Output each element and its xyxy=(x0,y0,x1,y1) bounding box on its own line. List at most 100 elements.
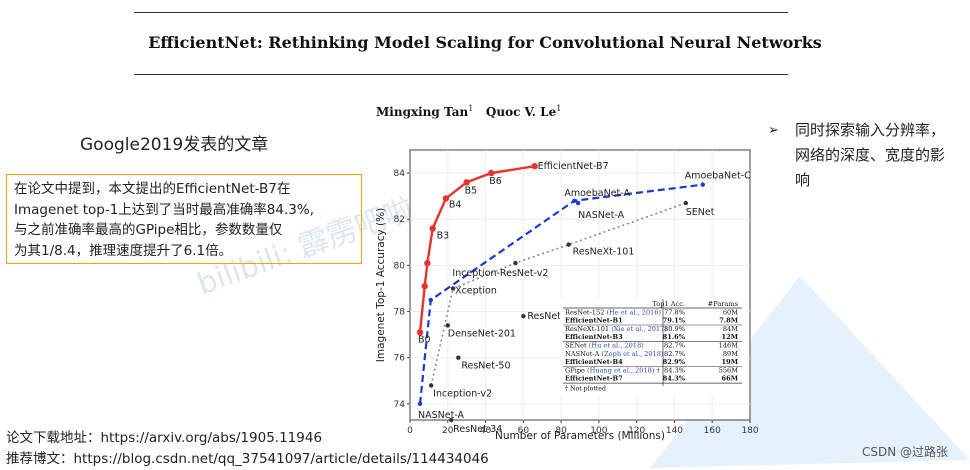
table-citation: (Xie et al., 2017) xyxy=(611,325,667,333)
table-model-cell: GPipe (Huang et al., 2018) † xyxy=(565,366,661,374)
x-tick-label: 160 xyxy=(704,426,721,436)
data-point xyxy=(572,198,577,203)
table-acc-cell: 82.9% xyxy=(663,358,686,366)
table-footnote: † Not plotted xyxy=(565,386,606,393)
data-point xyxy=(531,162,538,170)
y-tick-label: 80 xyxy=(394,261,406,271)
point-label: Xception xyxy=(455,285,497,296)
table-params-cell: 84M xyxy=(723,325,738,333)
table-params-cell: 60M xyxy=(723,308,738,316)
table-header: Top1 Acc. xyxy=(652,300,685,308)
point-label: Inception-ResNet-v2 xyxy=(452,268,548,279)
point-label: SENet xyxy=(686,207,715,218)
table-params-cell: 7.8M xyxy=(719,317,738,325)
callout-box: 在论文中提到，本文提出的EfficientNet-B7在 Imagenet to… xyxy=(6,174,362,264)
table-acc-cell: 84.3% xyxy=(664,366,685,374)
author-1-affil: 1 xyxy=(468,104,474,113)
x-tick-label: 180 xyxy=(741,426,758,436)
data-point xyxy=(416,329,424,336)
point-label: ResNeXt-101 xyxy=(573,247,635,258)
paper-title: EfficientNet: Rethinking Model Scaling f… xyxy=(148,33,822,52)
data-point xyxy=(566,242,571,247)
recommended-blog-link[interactable]: 推荐博文：https://blog.csdn.net/qq_37541097/a… xyxy=(6,451,489,467)
x-tick-label: 60 xyxy=(518,426,530,436)
y-tick-label: 82 xyxy=(394,215,405,225)
table-model-cell: EfficientNet-B3 xyxy=(565,333,623,341)
point-label: B6 xyxy=(489,176,502,187)
bullet-text: 同时探索输入分辨率，网络的深度、宽度的影响 xyxy=(795,121,946,189)
table-acc-cell: 82.7% xyxy=(664,350,685,358)
data-point xyxy=(445,323,450,328)
callout-line: 为其1/8.4，推理速度提升了6.1倍。 xyxy=(14,242,233,259)
table-acc-cell: 81.6% xyxy=(663,333,686,341)
data-point xyxy=(428,383,434,388)
point-label: B3 xyxy=(437,230,450,241)
callout-line: Imagenet top-1上达到了当时最高准确率84.3%, xyxy=(14,201,314,218)
data-point xyxy=(575,200,581,206)
comparison-table: Top1 Acc. #Params ResNet-152 (He et al., 2… xyxy=(560,298,746,396)
table-citation: (Huang et al., 2018) xyxy=(587,366,655,374)
table-acc-cell: 79.1% xyxy=(663,317,686,325)
data-point xyxy=(488,169,495,177)
table-model-cell: NASNet-A (Zoph et al., 2018) xyxy=(565,350,664,358)
point-label: ResNet-34 xyxy=(453,424,502,435)
y-tick-label: 78 xyxy=(394,308,406,318)
table-citation: (Zoph et al., 2018) xyxy=(601,350,663,358)
table-model-cell: EfficientNet-B7 xyxy=(565,375,623,383)
x-tick-label: 120 xyxy=(628,426,645,436)
slide-subtitle: Google2019发表的文章 xyxy=(80,135,269,155)
x-tick-label: 100 xyxy=(590,426,607,436)
axis-ticks: 0 20 40 60 80 100 120 140 160 180 74 76 78 80 82 84 xyxy=(394,169,759,436)
data-point xyxy=(513,260,518,266)
data-point xyxy=(450,286,456,291)
table-model-cell: ResNeXt-101 (Xie et al., 2017) xyxy=(565,325,667,333)
series-points xyxy=(416,162,705,423)
x-tick-label: 40 xyxy=(480,426,492,436)
table-background xyxy=(560,298,746,396)
point-label: NASNet-A xyxy=(578,210,625,221)
authors: Mingxing Tan1 Quoc V. Le1 xyxy=(376,104,561,119)
table-params-cell: 146M xyxy=(719,342,739,350)
table-acc-cell: 77.8% xyxy=(664,308,685,316)
point-label: NASNet-A xyxy=(418,410,465,421)
series-line-efficientnet xyxy=(418,164,535,333)
table-acc-cell: 80.9% xyxy=(664,325,685,333)
point-label: AmoebaNet-A xyxy=(564,188,630,199)
point-label: EfficientNet-B7 xyxy=(538,161,609,172)
series-line-nas xyxy=(418,183,703,404)
paper-download-link[interactable]: 论文下载地址：https://arxiv.org/abs/1905.11946 xyxy=(6,430,323,446)
point-label: DenseNet-201 xyxy=(448,328,516,339)
y-tick-label: 74 xyxy=(394,400,406,410)
callout-line: 在论文中提到，本文提出的EfficientNet-B7在 xyxy=(14,181,291,197)
table-acc-cell: 82.7% xyxy=(664,342,685,350)
data-point xyxy=(417,401,423,407)
data-point xyxy=(463,179,470,186)
table-header: #Params xyxy=(708,300,739,308)
table-params-cell: 89M xyxy=(723,350,738,358)
table-dagger: † xyxy=(654,366,660,374)
data-point xyxy=(521,313,526,319)
data-point xyxy=(428,297,433,303)
data-point xyxy=(683,200,688,206)
table-model-cell: ResNet-152 (He et al., 2016) xyxy=(565,308,662,316)
data-point xyxy=(700,182,705,187)
bottom-rule xyxy=(134,74,788,75)
table-params-cell: 556M xyxy=(719,366,739,374)
y-tick-label: 84 xyxy=(394,169,406,179)
top-rule xyxy=(134,12,788,13)
links: 论文下载地址：https://arxiv.org/abs/1905.11946 … xyxy=(6,428,489,470)
table-params-cell: 19M xyxy=(722,358,738,366)
table-citation: (Hu et al., 2018) xyxy=(589,342,644,350)
table-model-cell: SENet (Hu et al., 2018) xyxy=(565,342,644,350)
author-1: Mingxing Tan xyxy=(376,105,469,119)
data-point xyxy=(421,282,428,290)
table-params-cell: 12M xyxy=(722,333,738,341)
author-2-affil: 1 xyxy=(556,104,562,113)
x-tick-label: 20 xyxy=(442,426,454,436)
point-label: B5 xyxy=(465,185,478,196)
point-label: B0 xyxy=(418,334,431,345)
point-label: Inception-v2 xyxy=(433,388,492,399)
point-label: B4 xyxy=(449,199,462,210)
